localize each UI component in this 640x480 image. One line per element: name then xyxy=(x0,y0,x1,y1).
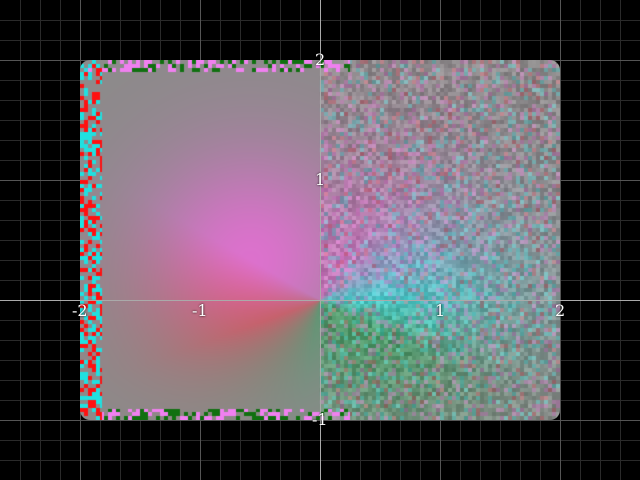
y-tick-label: 2 xyxy=(315,50,326,69)
x-tick-label: 2 xyxy=(554,301,566,320)
x-tick-label: -2 xyxy=(72,301,88,320)
y-tick-label: 1 xyxy=(315,170,326,189)
x-tick-label: 1 xyxy=(434,301,446,320)
y-tick-label: -1 xyxy=(312,410,328,429)
x-tick-label: -1 xyxy=(192,301,208,320)
